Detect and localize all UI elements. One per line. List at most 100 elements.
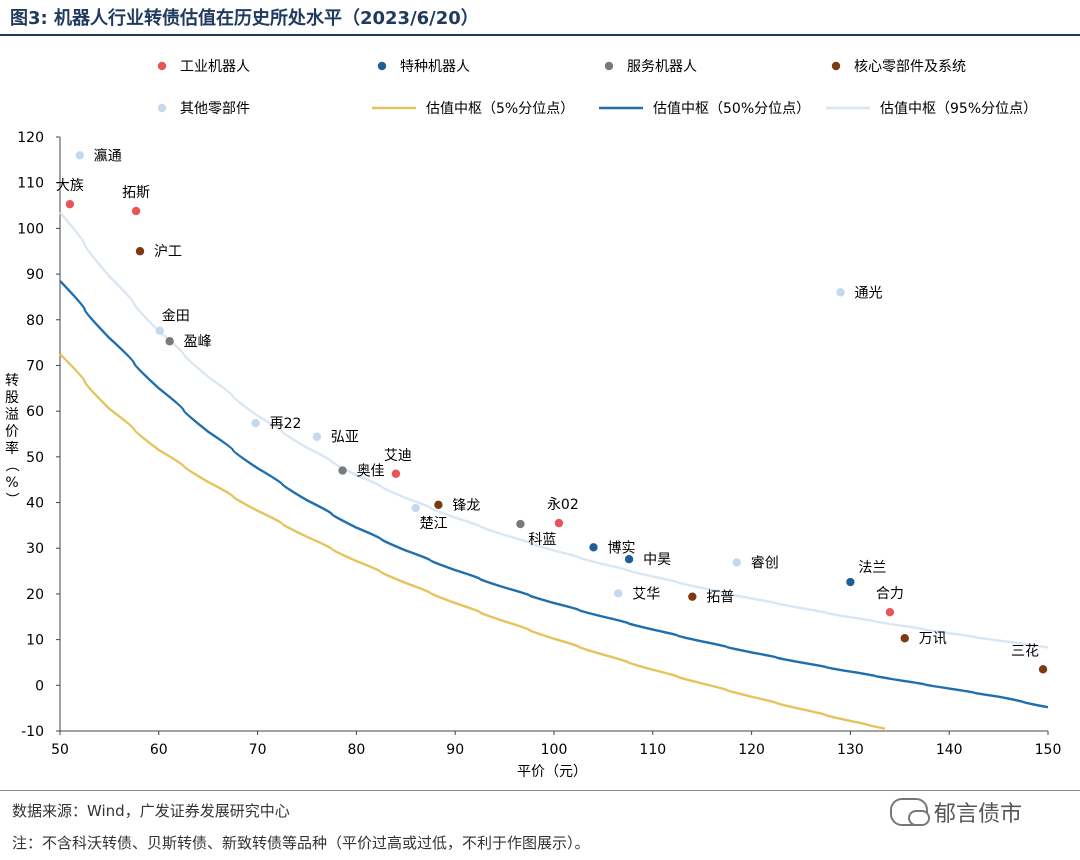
data-point — [516, 519, 525, 529]
y-tick-label: 20 — [26, 587, 44, 603]
x-tick-label: 50 — [51, 742, 69, 758]
y-axis-label-char: 溢 — [5, 407, 19, 423]
data-point-label: 大族 — [56, 178, 84, 194]
data-point-label: 博实 — [608, 539, 636, 556]
data-point-label: 万讯 — [919, 631, 947, 647]
x-tick-label: 130 — [837, 742, 864, 758]
data-point-label: 沪工 — [154, 244, 182, 260]
data-point — [836, 288, 845, 297]
chart-axes: -10 0 10 20 30 40 50 60 70 80 90 100 110 120 50 60 70 80 9… — [17, 130, 1061, 758]
data-point-label: 奥佳 — [357, 463, 385, 480]
title-rule — [0, 34, 1080, 36]
data-point — [65, 199, 75, 209]
data-point — [131, 206, 141, 216]
data-point — [589, 543, 598, 552]
data-point-label: 弘亚 — [331, 430, 359, 446]
legend-label: 估值中枢（50%分位点） — [653, 101, 810, 117]
data-point-label: 永02 — [547, 497, 579, 513]
data-point — [688, 592, 697, 601]
y-tick-label: 40 — [26, 496, 44, 512]
y-axis-label-char: （ — [3, 458, 19, 472]
y-axis-label-char: % — [5, 475, 18, 491]
data-point — [312, 432, 322, 441]
x-axis-label: 平价（元） — [517, 764, 587, 780]
y-tick-label: 110 — [17, 176, 44, 192]
y-tick-label: 60 — [26, 404, 44, 420]
chart-curves — [59, 211, 1049, 730]
data-point — [624, 554, 634, 564]
footnote: 注：不含科沃转债、贝斯转债、新致转债等品种（平价过高或过低，不利于作图展示）。 — [12, 834, 590, 852]
source-note: 数据来源：Wind，广发证券发展研究中心 — [12, 802, 290, 820]
data-point-label: 拓斯 — [122, 185, 150, 201]
data-point-label: 楚江 — [420, 516, 448, 532]
y-axis-label-char: ） — [3, 492, 19, 506]
y-tick-label: -10 — [21, 724, 44, 740]
y-axis-label-char: 股 — [5, 390, 19, 406]
legend-label: 特种机器人 — [400, 59, 470, 75]
data-point — [614, 589, 623, 598]
data-point-label: 睿创 — [751, 555, 779, 571]
y-tick-label: 90 — [26, 267, 44, 283]
legend-marker — [604, 61, 614, 71]
legend-marker — [157, 61, 167, 71]
legend-label: 核心零部件及系统 — [854, 59, 966, 75]
legend-marker — [831, 61, 841, 71]
y-tick-label: 80 — [26, 313, 44, 329]
x-tick-label: 90 — [446, 742, 464, 758]
footer-rule — [0, 790, 1080, 791]
data-point — [411, 503, 420, 513]
x-tick-label: 70 — [249, 742, 267, 758]
x-tick-label: 150 — [1035, 742, 1062, 758]
data-point — [338, 466, 347, 475]
data-point — [135, 247, 145, 256]
y-axis-label-char: 转 — [5, 373, 19, 389]
y-axis-label-char: 率 — [5, 440, 19, 457]
wechat-icon — [890, 798, 930, 826]
y-tick-label: 50 — [26, 450, 44, 466]
data-point-label: 金田 — [162, 309, 190, 325]
y-tick-label: 120 — [17, 130, 44, 146]
x-tick-label: 140 — [936, 742, 963, 758]
data-point-label: 锋龙 — [452, 498, 480, 514]
data-point-label: 瀛通 — [94, 147, 122, 164]
legend-label: 服务机器人 — [627, 59, 697, 75]
chart-title: 图3: 机器人行业转债估值在历史所处水平（2023/6/20） — [10, 8, 479, 29]
y-tick-label: 70 — [26, 358, 44, 374]
y-tick-label: 30 — [26, 541, 44, 557]
data-point — [165, 337, 174, 346]
data-point — [554, 518, 564, 528]
legend-label: 其他零部件 — [180, 101, 250, 117]
data-point — [900, 634, 909, 643]
y-axis-label-char: 价 — [5, 424, 19, 440]
y-tick-label: 100 — [17, 221, 44, 237]
data-point — [846, 577, 855, 587]
data-point — [885, 608, 895, 617]
data-point — [155, 326, 164, 335]
x-tick-label: 60 — [150, 742, 168, 758]
x-tick-label: 80 — [347, 742, 365, 758]
x-tick-label: 100 — [541, 742, 568, 758]
watermark: 郁言债市 — [890, 796, 1022, 828]
data-point-label: 中昊 — [643, 552, 671, 568]
legend-label: 估值中枢（95%分位点） — [880, 101, 1037, 117]
data-point-label: 拓普 — [706, 590, 734, 606]
curve-line-1 — [59, 280, 1049, 709]
data-point-label: 三花 — [1011, 643, 1039, 659]
data-point — [732, 558, 741, 567]
y-tick-label: 0 — [35, 678, 44, 694]
data-point — [434, 500, 443, 510]
x-tick-label: 120 — [738, 742, 765, 758]
curve-line-2 — [59, 211, 1049, 649]
legend-marker — [157, 103, 167, 113]
data-point-label: 合力 — [876, 586, 904, 602]
watermark-text: 郁言债市 — [934, 802, 1023, 827]
x-tick-label: 110 — [639, 742, 666, 758]
legend-label: 工业机器人 — [180, 59, 250, 75]
legend-marker — [377, 61, 387, 71]
data-point-label: 法兰 — [858, 560, 886, 576]
data-point-label: 艾迪 — [384, 448, 412, 464]
